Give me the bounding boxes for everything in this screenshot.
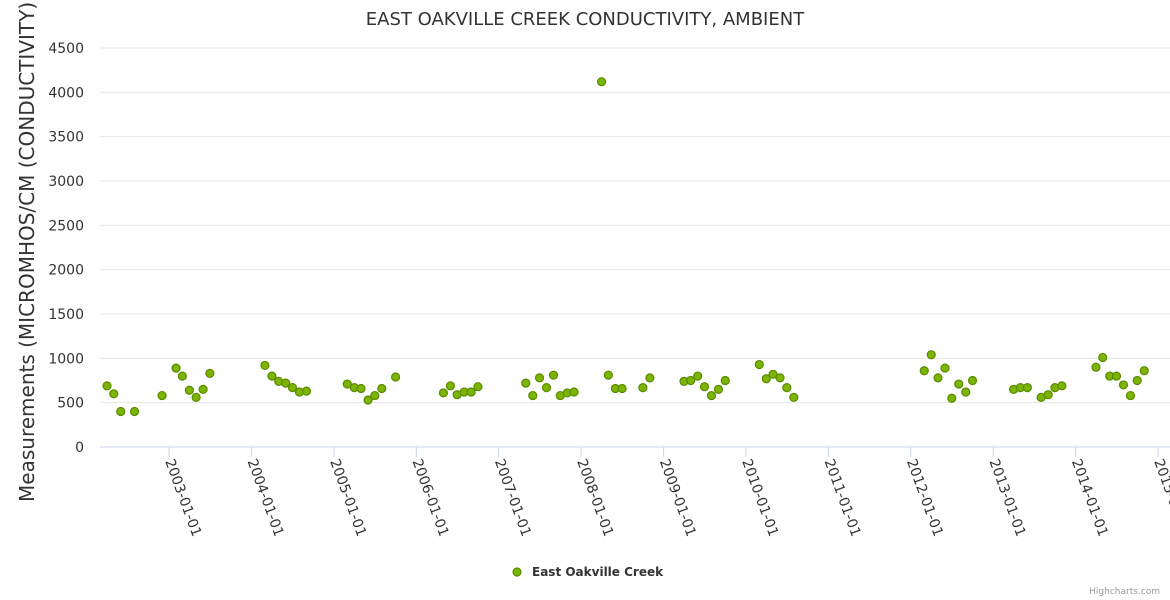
data-point[interactable] [961, 387, 971, 397]
data-point[interactable] [287, 382, 298, 393]
y-axis-title: Measurements (MICROMHOS/CM (CONDUCTIVITY… [15, 0, 39, 502]
data-point[interactable] [191, 392, 201, 402]
data-point[interactable] [569, 387, 579, 397]
data-point[interactable] [260, 360, 270, 371]
y-tick-label: 500 [57, 396, 84, 412]
data-point[interactable] [645, 373, 655, 383]
data-point[interactable] [267, 371, 277, 381]
y-tick-label: 0 [75, 440, 84, 456]
y-tick-label: 2500 [48, 218, 84, 234]
data-point[interactable] [1098, 352, 1108, 363]
data-point[interactable] [947, 393, 957, 403]
data-point[interactable] [116, 406, 126, 417]
data-point[interactable] [342, 379, 352, 389]
data-point[interactable] [438, 388, 449, 398]
data-point[interactable] [761, 374, 771, 384]
data-point[interactable] [1139, 366, 1149, 376]
data-point[interactable] [109, 389, 119, 399]
data-point[interactable] [157, 390, 167, 401]
data-point[interactable] [129, 406, 140, 417]
data-point[interactable] [967, 375, 978, 386]
data-point[interactable] [782, 382, 792, 393]
y-axis: 0 500 1000 1500 2000 2500 3000 3500 4000 4500 [48, 41, 84, 456]
data-point[interactable] [370, 390, 380, 401]
y-tick-label: 4500 [48, 41, 84, 57]
data-point[interactable] [789, 392, 799, 402]
y-tick-label: 4000 [48, 85, 84, 101]
data-point[interactable] [301, 386, 312, 396]
data-point[interactable] [720, 375, 730, 386]
data-point[interactable] [775, 373, 785, 383]
grid-lines [100, 47, 1170, 404]
data-point[interactable] [102, 381, 112, 391]
y-tick-label: 3500 [48, 130, 84, 146]
data-point[interactable] [699, 382, 710, 392]
data-point[interactable] [768, 369, 778, 379]
data-point[interactable] [754, 359, 764, 370]
data-point[interactable] [1132, 375, 1142, 386]
chart-title: EAST OAKVILLE CREEK CONDUCTIVITY, AMBIEN… [366, 9, 805, 30]
legend-label[interactable]: East Oakville Creek [532, 565, 664, 579]
data-point[interactable] [205, 368, 215, 379]
data-point[interactable] [445, 381, 456, 391]
data-point[interactable] [1111, 371, 1122, 381]
data-point[interactable] [171, 363, 181, 373]
y-tick-label: 1000 [48, 351, 84, 367]
data-point[interactable] [693, 371, 703, 381]
data-point[interactable] [356, 383, 366, 394]
data-point[interactable] [521, 378, 531, 388]
data-point[interactable] [390, 372, 401, 382]
credits-link[interactable]: Highcharts.com [1089, 587, 1160, 597]
data-point[interactable] [1091, 362, 1101, 372]
data-point[interactable] [617, 383, 627, 394]
legend-marker[interactable] [512, 567, 522, 577]
data-point[interactable] [954, 379, 964, 389]
data-point[interactable] [198, 384, 208, 394]
data-point[interactable] [603, 370, 613, 380]
data-point[interactable] [933, 373, 943, 383]
y-tick-label: 2000 [48, 263, 84, 279]
y-tick-label: 3000 [48, 174, 84, 190]
data-point[interactable] [926, 350, 936, 360]
data-point[interactable] [1043, 390, 1053, 400]
data-point[interactable] [686, 375, 696, 386]
data-point[interactable] [596, 77, 607, 87]
data-point[interactable] [473, 382, 483, 392]
data-point[interactable] [363, 395, 373, 405]
data-point[interactable] [1125, 390, 1136, 401]
data-point[interactable] [1057, 381, 1067, 391]
data-point[interactable] [184, 385, 194, 395]
data-point[interactable] [534, 373, 545, 383]
data-point[interactable] [548, 370, 559, 380]
data-point[interactable] [281, 378, 291, 388]
data-point[interactable] [1022, 382, 1032, 393]
data-point[interactable] [940, 363, 950, 373]
y-tick-label: 1500 [48, 307, 84, 323]
data-point[interactable] [466, 387, 476, 397]
data-point[interactable] [713, 384, 724, 394]
series-points[interactable] [102, 77, 1149, 417]
data-point[interactable] [1118, 380, 1129, 390]
data-point[interactable] [528, 390, 538, 401]
data-point[interactable] [638, 382, 648, 393]
legend[interactable]: East Oakville Creek [512, 565, 664, 579]
data-point[interactable] [377, 383, 387, 394]
data-point[interactable] [706, 390, 717, 401]
data-point[interactable] [541, 382, 552, 393]
data-point[interactable] [919, 366, 929, 376]
data-point[interactable] [177, 371, 187, 381]
